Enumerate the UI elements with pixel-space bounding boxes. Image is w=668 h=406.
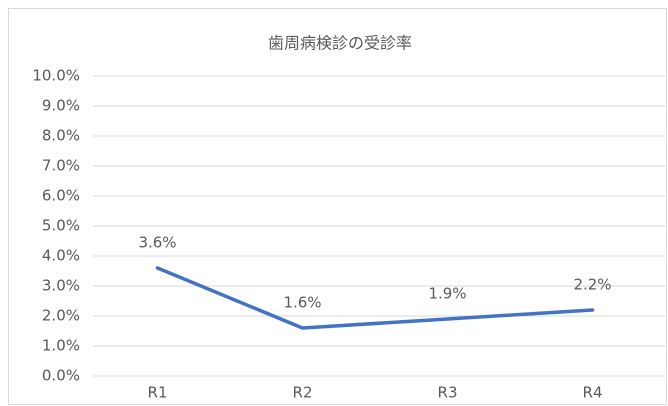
data-label: 1.6% [283, 294, 321, 312]
y-tick-label: 1.0% [42, 337, 80, 355]
y-tick-label: 8.0% [42, 127, 80, 145]
y-tick-label: 9.0% [42, 97, 80, 115]
x-tick-label: R1 [148, 384, 168, 402]
data-line [155, 266, 595, 330]
y-tick-label: 7.0% [42, 157, 80, 175]
y-tick-label: 4.0% [42, 247, 80, 265]
data-label: 1.9% [428, 285, 466, 303]
x-tick-label: R4 [583, 384, 603, 402]
x-tick-label: R3 [438, 384, 458, 402]
data-label: 2.2% [573, 276, 611, 294]
y-tick-label: 3.0% [42, 277, 80, 295]
data-label: 3.6% [138, 234, 176, 252]
y-tick-label: 10.0% [32, 67, 80, 85]
y-tick-label: 0.0% [42, 367, 80, 385]
y-tick-label: 6.0% [42, 187, 80, 205]
y-tick-label: 5.0% [42, 217, 80, 235]
chart-border [8, 8, 667, 405]
chart-title: 歯周病検診の受診率 [268, 34, 412, 53]
y-tick-label: 2.0% [42, 307, 80, 325]
x-tick-label: R2 [293, 384, 313, 402]
